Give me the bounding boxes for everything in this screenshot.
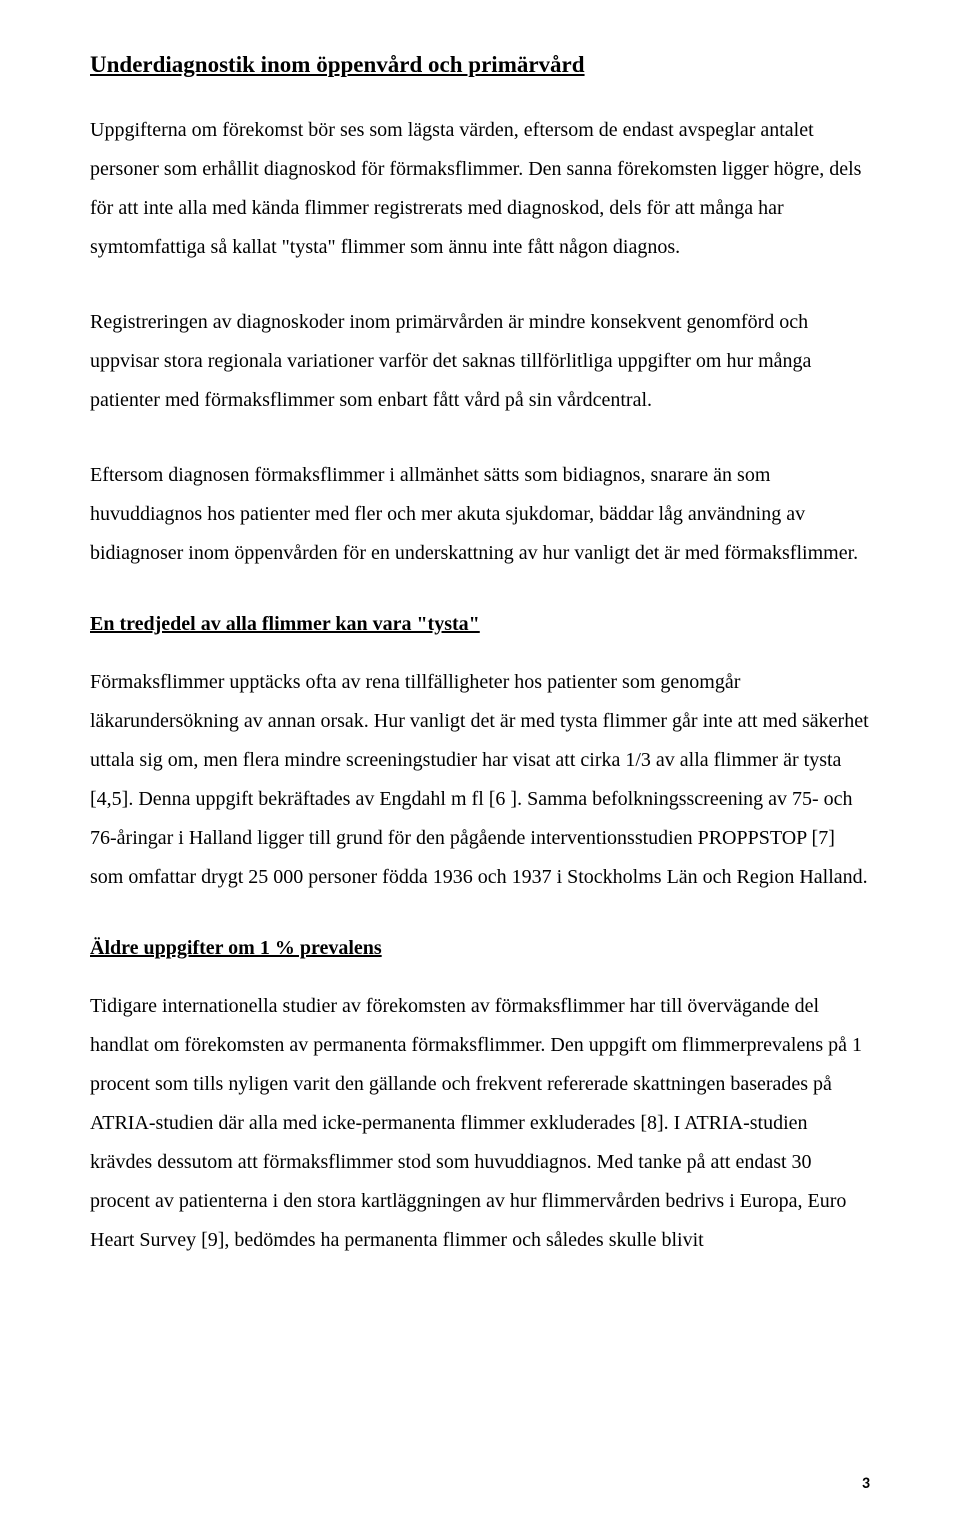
page-number: 3 — [862, 1474, 870, 1493]
paragraph-5: Tidigare internationella studier av före… — [90, 987, 870, 1260]
paragraph-1: Uppgifterna om förekomst bör ses som läg… — [90, 111, 870, 267]
paragraph-2: Registreringen av diagnoskoder inom prim… — [90, 303, 870, 420]
paragraph-3: Eftersom diagnosen förmaksflimmer i allm… — [90, 456, 870, 573]
heading-tredjedel: En tredjedel av alla flimmer kan vara "t… — [90, 609, 870, 639]
heading-aldre: Äldre uppgifter om 1 % prevalens — [90, 933, 870, 963]
heading-underdiagnostik: Underdiagnostik inom öppenvård och primä… — [90, 48, 870, 83]
paragraph-4: Förmaksflimmer upptäcks ofta av rena til… — [90, 663, 870, 897]
